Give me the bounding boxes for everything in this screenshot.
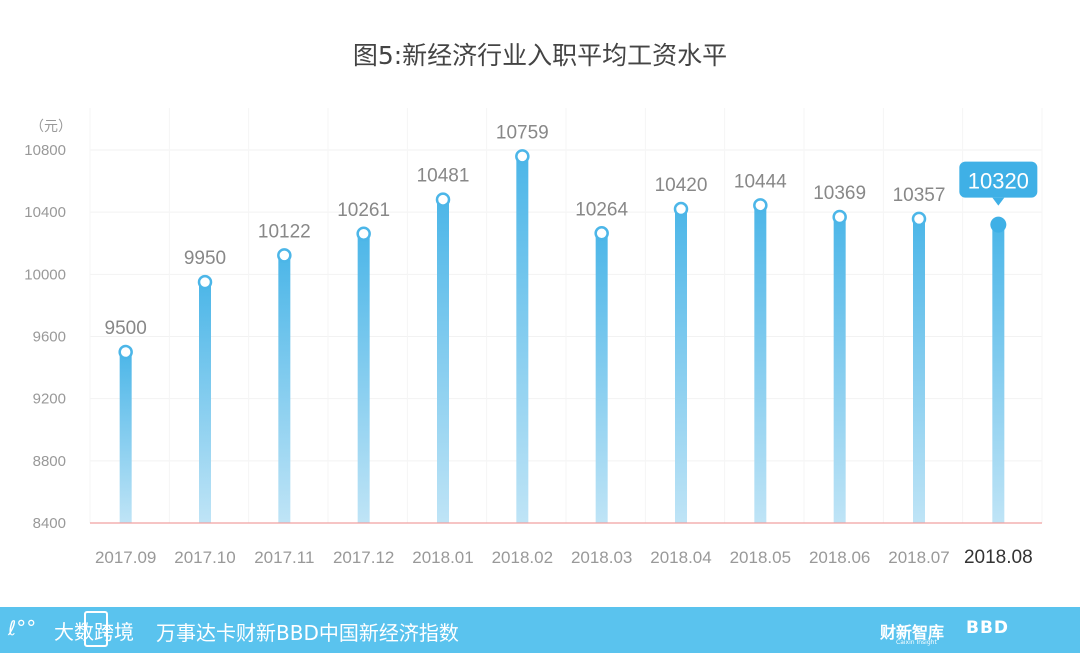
data-label: 10261 bbox=[337, 200, 390, 221]
data-label: 10759 bbox=[496, 122, 549, 143]
bar-point bbox=[197, 274, 213, 290]
y-tick-label: 9200 bbox=[33, 391, 66, 408]
bar bbox=[595, 233, 608, 523]
callout-pointer bbox=[992, 197, 1005, 206]
bar-point bbox=[753, 198, 768, 213]
data-label-highlight: 10320 bbox=[968, 169, 1029, 194]
bar bbox=[675, 209, 687, 523]
footer-bar: ℓ°° 大数跨境 万事达卡财新BBD中国新经济指数 财新智库 Caixin In… bbox=[0, 607, 1080, 653]
bar bbox=[833, 216, 846, 523]
x-tick-label: 2018.04 bbox=[650, 548, 711, 567]
bar bbox=[516, 156, 529, 524]
footer-brand-bbd: BBD bbox=[966, 618, 1010, 638]
bar-point bbox=[832, 209, 847, 225]
x-tick-label: 2017.11 bbox=[254, 548, 314, 567]
data-label: 10122 bbox=[258, 221, 311, 242]
footer-logo-text: 大数跨境 bbox=[54, 620, 134, 644]
x-tick-label: 2018.05 bbox=[730, 548, 791, 567]
x-tick-label: 2018.01 bbox=[412, 548, 473, 567]
x-tick-label: 2017.10 bbox=[174, 548, 235, 567]
bar bbox=[992, 224, 1005, 523]
x-tick-label: 2018.03 bbox=[571, 548, 632, 567]
bar-chart: （元） 8400 8800 9200 9600 10000 10400 10800 9500 20… bbox=[24, 119, 1042, 568]
x-tick-label: 2018.02 bbox=[492, 548, 553, 567]
y-tick-label: 10800 bbox=[24, 142, 66, 159]
y-tick-label: 8400 bbox=[33, 515, 66, 532]
bar-point bbox=[356, 226, 371, 242]
callout-bubble bbox=[959, 161, 1038, 198]
phone-icon bbox=[84, 611, 108, 647]
y-tick-label: 10000 bbox=[24, 266, 66, 283]
bar bbox=[119, 352, 132, 523]
x-tick-label: 2017.09 bbox=[95, 548, 156, 567]
data-label: 10369 bbox=[813, 183, 866, 204]
footer-brand-en: Caixin Insight bbox=[896, 639, 937, 646]
y-axis-unit-label: （元） bbox=[30, 119, 72, 135]
data-label: 10444 bbox=[734, 171, 787, 192]
y-tick-label: 10400 bbox=[24, 204, 66, 221]
x-tick-label: 2018.06 bbox=[809, 548, 870, 567]
bar-point bbox=[594, 226, 609, 241]
x-tick-label: 2017.12 bbox=[333, 548, 394, 567]
bar bbox=[278, 255, 291, 523]
bar-point bbox=[435, 192, 451, 207]
y-tick-label: 8800 bbox=[33, 453, 66, 470]
x-tick-label: 2018.07 bbox=[888, 548, 949, 567]
y-tick-label: 9600 bbox=[33, 329, 66, 346]
bar bbox=[357, 233, 370, 523]
bar-point bbox=[118, 344, 133, 360]
data-label: 10264 bbox=[575, 199, 628, 220]
x-tick-label: 2018.08 bbox=[964, 547, 1033, 568]
bar-point-highlight bbox=[990, 216, 1007, 233]
data-label: 10481 bbox=[417, 166, 470, 187]
chart-title: 图5:新经济行业入职平均工资水平 bbox=[352, 41, 728, 70]
data-label: 9950 bbox=[184, 248, 226, 269]
bar bbox=[913, 218, 925, 523]
bar-point bbox=[673, 201, 689, 217]
footer-caption: 万事达卡财新BBD中国新经济指数 bbox=[156, 621, 459, 645]
data-label: 10420 bbox=[655, 175, 708, 196]
bar-point bbox=[515, 149, 530, 164]
bar bbox=[199, 282, 211, 523]
data-label: 9500 bbox=[105, 318, 147, 339]
data-label: 10357 bbox=[893, 185, 946, 206]
bar bbox=[437, 199, 449, 523]
bar-point bbox=[277, 248, 292, 263]
bar-point bbox=[911, 211, 927, 227]
bar bbox=[754, 205, 767, 523]
footer-brand-cn: 财新智库 bbox=[880, 623, 945, 642]
footer-logo-mark: ℓ°° bbox=[8, 616, 37, 640]
